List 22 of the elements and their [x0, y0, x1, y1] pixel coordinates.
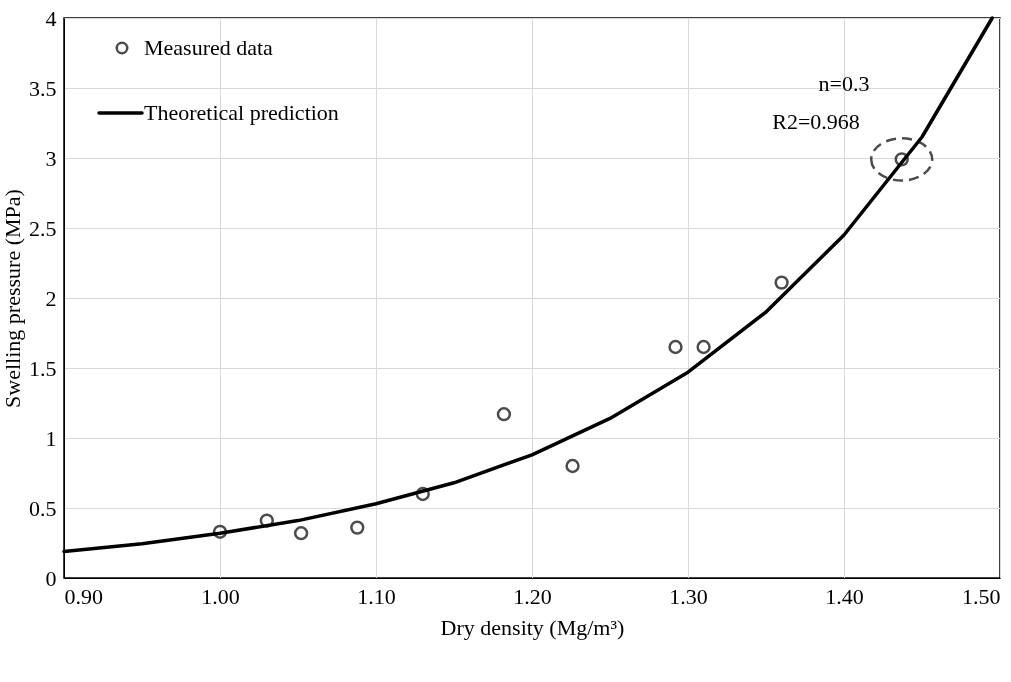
x-axis-title: Dry density (Mg/m³) — [440, 614, 625, 640]
legend-label: Measured data — [144, 35, 274, 60]
x-tick-label: 1.30 — [669, 583, 708, 609]
y-tick-label: 3.5 — [29, 75, 57, 101]
y-tick-label: 1.5 — [29, 355, 57, 381]
y-tick-label: 4 — [45, 5, 57, 31]
x-tick-label: 1.50 — [962, 583, 1001, 609]
y-tick-label: 3 — [45, 145, 57, 171]
x-tick-label: 1.00 — [201, 583, 240, 609]
annotation: n=0.3 — [818, 71, 870, 96]
y-tick-label: 1 — [45, 425, 57, 451]
x-tick-label: 1.10 — [357, 583, 396, 609]
y-tick-label: 2 — [45, 285, 57, 311]
y-tick-label: 2.5 — [29, 215, 57, 241]
y-tick-label: 0.5 — [29, 495, 57, 521]
x-tick-label: 1.40 — [825, 583, 864, 609]
legend-label: Theoretical prediction — [144, 100, 339, 125]
y-tick-label: 0 — [45, 565, 57, 591]
x-tick-label: 1.20 — [513, 583, 552, 609]
annotation: R2=0.968 — [772, 109, 860, 134]
x-tick-label: 0.90 — [64, 583, 103, 609]
y-axis-title: Swelling pressure (MPa) — [0, 189, 25, 408]
